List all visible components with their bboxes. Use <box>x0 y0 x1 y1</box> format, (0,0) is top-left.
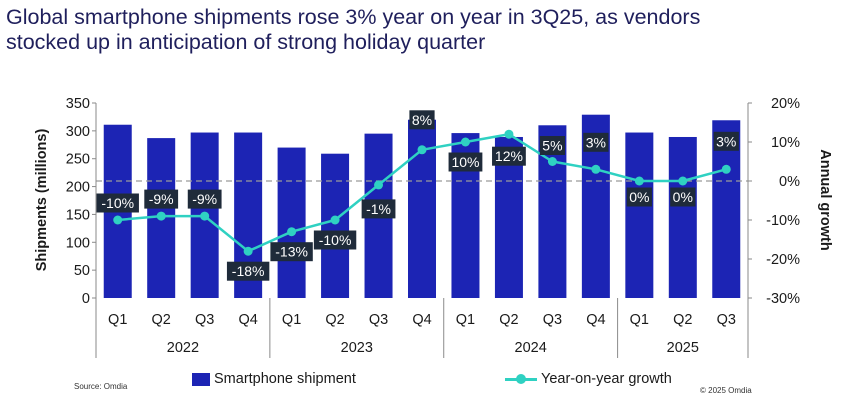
x-tick-label: Q1 <box>282 312 301 328</box>
growth-point-15 <box>721 164 731 174</box>
growth-label-box-9 <box>448 152 483 172</box>
growth-label-box-2 <box>144 189 179 209</box>
y-right-tick-label: 20% <box>771 96 800 112</box>
growth-label-box-1 <box>96 193 139 213</box>
legend-bar-entry: Smartphone shipment <box>192 371 356 387</box>
y-left-tick-label: 200 <box>66 180 90 196</box>
year-group-label: 2025 <box>667 340 699 356</box>
copyright-note: © 2025 Omdia <box>700 386 752 395</box>
growth-label-3: -9% <box>192 191 217 207</box>
y-right-tick-label: -30% <box>766 291 800 307</box>
legend-line-entry: Year-on-year growth <box>505 371 672 387</box>
growth-label-box-6 <box>313 230 357 250</box>
x-tick-label: Q2 <box>152 312 171 328</box>
y-axis-left-title: Shipments (millions) <box>34 129 50 272</box>
growth-point-14 <box>678 176 688 186</box>
growth-label-box-10 <box>492 146 526 166</box>
year-group-label: 2022 <box>167 340 199 356</box>
growth-label-1: -10% <box>101 195 134 211</box>
growth-point-2 <box>156 211 166 221</box>
legend-bar-label: Smartphone shipment <box>214 371 356 387</box>
growth-point-5 <box>287 227 297 237</box>
growth-point-1 <box>113 215 123 225</box>
y-left-tick-label: 100 <box>66 235 90 251</box>
growth-point-3 <box>200 211 210 221</box>
x-tick-label: Q3 <box>543 312 562 328</box>
x-tick-label: Q3 <box>717 312 736 328</box>
growth-label-box-14 <box>670 187 696 207</box>
chart-title-line-1: Global smartphone shipments rose 3% year… <box>6 5 701 29</box>
growth-label-6: -10% <box>319 232 352 248</box>
growth-point-8 <box>417 145 427 155</box>
y-left-tick-label: 0 <box>82 291 90 307</box>
y-right-tick-label: 10% <box>771 135 800 151</box>
growth-point-4 <box>243 246 253 256</box>
growth-label-box-8 <box>409 110 435 130</box>
x-tick-label: Q1 <box>630 312 649 328</box>
growth-label-box-5 <box>270 242 313 262</box>
x-tick-label: Q4 <box>412 312 431 328</box>
bar-6 <box>321 153 350 298</box>
y-left-tick-label: 50 <box>74 263 90 279</box>
chart-title-line-2: stocked up in anticipation of strong hol… <box>6 30 486 54</box>
growth-label-5: -13% <box>275 244 308 260</box>
growth-label-15: 3% <box>716 133 736 149</box>
growth-label-13: 0% <box>629 189 649 205</box>
growth-label-box-4 <box>226 261 270 281</box>
growth-label-box-3 <box>187 189 222 209</box>
y-right-tick-label: -20% <box>766 252 800 268</box>
y-left-tick-label: 350 <box>66 96 90 112</box>
bar-5 <box>277 147 306 298</box>
bar-14 <box>668 136 697 298</box>
year-group-label: 2023 <box>341 340 373 356</box>
legend-line-swatch <box>505 372 537 386</box>
growth-point-13 <box>634 176 644 186</box>
growth-label-box-13 <box>626 187 652 207</box>
y-left-tick-label: 250 <box>66 152 90 168</box>
y-right-tick-label: 0% <box>779 174 800 190</box>
x-tick-label: Q1 <box>456 312 475 328</box>
x-tick-label: Q3 <box>195 312 214 328</box>
growth-label-4: -18% <box>232 263 265 279</box>
growth-label-12: 3% <box>586 134 606 150</box>
x-tick-label: Q2 <box>325 312 344 328</box>
growth-label-box-11 <box>539 136 565 155</box>
growth-point-11 <box>547 157 557 166</box>
growth-point-7 <box>374 180 384 190</box>
growth-label-14: 0% <box>673 189 693 205</box>
chart-title: Global smartphone shipments rose 3% year… <box>6 5 836 55</box>
x-tick-label: Q2 <box>499 312 518 328</box>
y-right-tick-label: -10% <box>766 213 800 229</box>
x-tick-label: Q2 <box>673 312 692 328</box>
growth-point-12 <box>591 164 601 174</box>
growth-label-2: -9% <box>149 191 174 207</box>
x-tick-label: Q3 <box>369 312 388 328</box>
growth-label-9: 10% <box>451 154 479 170</box>
year-group-label: 2024 <box>515 340 547 356</box>
legend-line-label: Year-on-year growth <box>541 371 672 387</box>
x-tick-label: Q1 <box>108 312 127 328</box>
y-left-tick-label: 300 <box>66 124 90 140</box>
x-tick-label: Q4 <box>238 312 257 328</box>
growth-label-10: 12% <box>495 148 523 164</box>
growth-label-box-15 <box>713 131 739 151</box>
y-left-tick-label: 150 <box>66 207 90 223</box>
growth-label-box-7 <box>361 199 396 219</box>
growth-label-box-12 <box>583 132 609 152</box>
legend-bar-swatch <box>192 372 210 386</box>
y-axis-right-title: Annual growth <box>817 149 833 251</box>
growth-point-9 <box>460 137 470 147</box>
growth-label-8: 8% <box>412 112 432 128</box>
bar-13 <box>625 132 654 298</box>
growth-point-10 <box>504 129 514 139</box>
source-note: Source: Omdia <box>74 382 128 391</box>
growth-label-7: -1% <box>366 201 391 217</box>
growth-point-6 <box>330 215 340 225</box>
x-tick-label: Q4 <box>586 312 605 328</box>
growth-label-11: 5% <box>542 138 562 154</box>
